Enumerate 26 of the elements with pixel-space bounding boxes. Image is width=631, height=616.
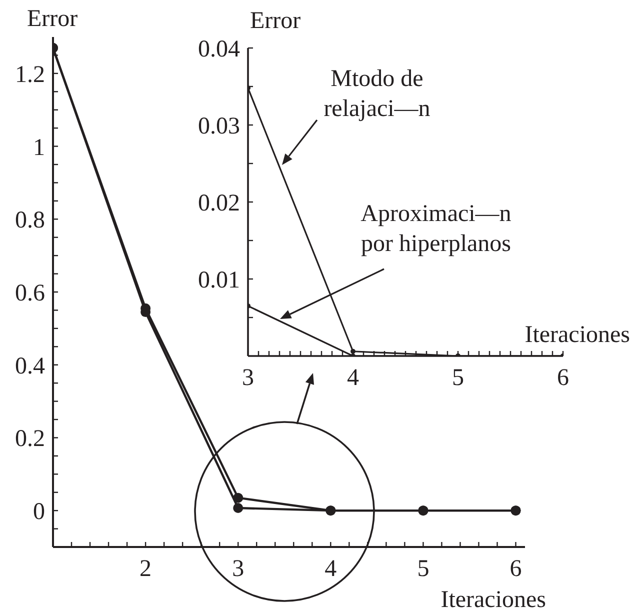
x-tick-label: 4 [347,365,359,392]
x-tick-label: 3 [242,365,254,392]
y-tick-label: 0.6 [15,280,45,307]
x-tick-label: 5 [417,556,430,582]
y-axis-title: Error [250,7,301,36]
y-tick-label: 0.03 [198,114,240,140]
x-tick-label: 6 [557,365,569,392]
y-tick-label: 0.04 [198,36,240,63]
text: Aproximaci—n por hiperplanos [360,200,512,259]
x-tick-label: 2 [140,556,152,582]
x-tick-label: 5 [452,365,464,392]
y-tick-label: 1 [33,134,45,161]
x-tick-label: 3 [232,556,244,582]
y-tick-label: 0.8 [15,208,45,234]
x-axis-title: Iteraciones [440,586,546,615]
y-axis-title: Error [27,5,78,34]
x-tick-label: 4 [324,556,337,582]
y-tick-label: 0 [33,499,45,526]
y-tick-label: 1.2 [15,62,45,88]
y-tick-label: 0.01 [198,268,240,294]
y-tick-label: 0.4 [15,353,45,380]
x-tick-label: 6 [510,556,522,582]
text: Mtodo de relajaci—n [322,65,432,124]
x-axis-title: Iteraciones [524,321,630,350]
y-tick-label: 0.2 [15,426,45,452]
y-tick-label: 0.02 [198,190,240,217]
